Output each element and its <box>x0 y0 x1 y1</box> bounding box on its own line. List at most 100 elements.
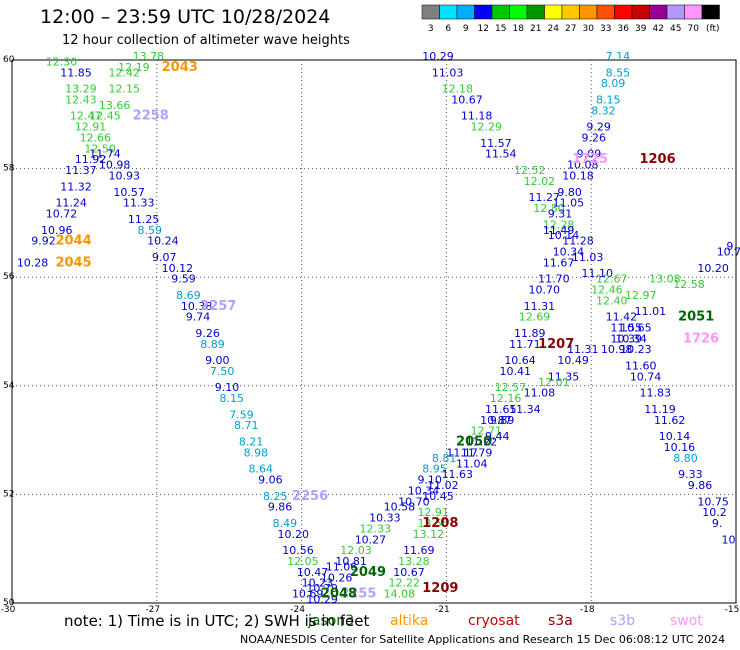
wave-height-value: 7.14 <box>606 50 631 63</box>
lat-lon-grid: -30 -27 -24 -21 -18 -15 60 58 56 54 52 50 <box>1 55 740 615</box>
wave-height-value: 10.98 <box>601 343 633 356</box>
wave-height-value: 10.14 <box>548 229 580 242</box>
wave-height-value: 8.81 <box>432 452 457 465</box>
wave-height-value: 12.15 <box>109 83 140 96</box>
wave-height-value: 11.05 <box>553 197 585 210</box>
wave-height-value: 10.33 <box>369 512 401 525</box>
wave-height-value: 12.57 <box>495 381 526 394</box>
colorbar-label: 15 <box>495 24 506 34</box>
wave-height-value: 10.72 <box>46 207 78 220</box>
colorbar-swatch <box>614 4 633 20</box>
wave-height-value: 12.91 <box>417 506 449 519</box>
wave-height-value: 12.28 <box>543 218 575 231</box>
wave-height-value: 11.60 <box>625 360 657 373</box>
wave-height-value: 8.80 <box>673 452 698 465</box>
colorbar-swatch <box>526 4 545 20</box>
wave-height-value: 9.09 <box>577 148 602 161</box>
wave-height-value: 10.45 <box>422 490 454 503</box>
wave-height-value: 12.80 <box>533 202 565 215</box>
colorbar-swatch <box>684 4 703 20</box>
pass-time-tag: 2049 <box>350 565 386 580</box>
pass-time-tag: 2255 <box>340 587 376 602</box>
wave-height-value: 7.59 <box>229 408 254 421</box>
wave-height-value: 8.69 <box>176 289 201 302</box>
wave-height-value: 9.86 <box>688 479 713 492</box>
wave-height-value: 10.47 <box>297 566 329 579</box>
wave-height-value: 8.15 <box>596 93 621 106</box>
credit-line: NOAA/NESDIS Center for Satellite Applica… <box>240 633 726 646</box>
wave-height-value: 10.93 <box>109 169 140 182</box>
wave-height-value: 10.16 <box>664 441 696 454</box>
wave-height-value: 11.85 <box>60 66 91 79</box>
x-tick-label: -30 <box>1 605 16 615</box>
pass-time-tag: 1208 <box>422 516 458 531</box>
wave-height-value: 8.59 <box>137 224 162 237</box>
wave-height-value: 11.49 <box>543 224 575 237</box>
pass-time-tag: 2258 <box>133 109 169 124</box>
wave-height-value: 8.09 <box>601 77 626 90</box>
wave-height-value: 12.22 <box>388 577 420 590</box>
page-title: 12:00 – 23:59 UTC 10/28/2024 <box>40 6 331 28</box>
colorbar-label: 18 <box>513 24 525 34</box>
colorbar-label: 6 <box>445 24 451 34</box>
wave-height-value: 8.89 <box>200 338 225 351</box>
wave-height-value: 10.34 <box>553 245 585 258</box>
wave-height-value: 11.42 <box>606 311 638 324</box>
wave-height-value: 12.40 <box>596 294 628 307</box>
wave-height-value: 10.24 <box>147 235 179 248</box>
wave-height-value: 10.57 <box>113 186 145 199</box>
wave-height-value: 13.55 <box>417 517 449 530</box>
wave-height-value: 9.00 <box>205 354 230 367</box>
wave-height-value: 11.35 <box>548 370 580 383</box>
wave-height-value: 10.87 <box>480 414 512 427</box>
wave-height-value: 11.19 <box>644 403 676 416</box>
legend-s3b: s3b <box>610 613 635 629</box>
colorbar-swatch <box>456 4 475 20</box>
colorbar-swatch <box>579 4 598 20</box>
wave-height-value: 10.34 <box>408 484 440 497</box>
colorbar-swatch <box>666 4 685 20</box>
wave-height-value: 13.29 <box>65 83 97 96</box>
wave-height-value: 9.10 <box>215 381 240 394</box>
y-tick-label: 52 <box>3 489 14 499</box>
wave-height-value: 13.78 <box>133 50 165 63</box>
wave-height-value: 11.67 <box>543 256 575 269</box>
wave-height-value: 10.20 <box>697 262 729 275</box>
wave-height-value: 12.52 <box>514 164 546 177</box>
wave-height-value: 11.79 <box>461 446 493 459</box>
wave-height-value: 12.43 <box>65 93 97 106</box>
colorbar-label: 33 <box>600 24 611 34</box>
wave-height-value: 11.89 <box>514 327 546 340</box>
wave-height-value: 8.95 <box>422 463 447 476</box>
wave-height-value: 13.12 <box>413 528 445 541</box>
wave-height-value: 9. <box>726 240 737 253</box>
wave-height-value: 10.74 <box>630 370 662 383</box>
wave-height-value: 9.44 <box>485 430 510 443</box>
wave-height-value: 10.56 <box>282 544 314 557</box>
colorbar-swatch <box>596 4 615 20</box>
colorbar-swatch <box>439 4 458 20</box>
pass-time-tag: 2048 <box>321 587 357 602</box>
wave-height-value: 9.31 <box>548 207 573 220</box>
colorbar-label: 21 <box>530 24 541 34</box>
wave-height-value: 11.62 <box>654 414 686 427</box>
wave-height-value: 9. <box>712 517 723 530</box>
wave-height-value: 7.50 <box>210 365 235 378</box>
wave-height-value: 8.64 <box>249 463 273 476</box>
colorbar-swatch <box>701 4 720 20</box>
wave-height-value: 11.63 <box>442 468 474 481</box>
wave-height-value: 10.96 <box>41 224 73 237</box>
wave-height-value: 12.58 <box>673 278 705 291</box>
wave-height-value: 12.67 <box>596 273 628 286</box>
wave-height-value: 9.07 <box>152 251 177 264</box>
x-tick-label: -18 <box>580 605 595 615</box>
wave-height-value: 12.50 <box>84 142 116 155</box>
wave-height-value: 10.26 <box>321 571 353 584</box>
wave-height-value: 12.19 <box>118 61 150 74</box>
wave-height-value: 12.02 <box>524 175 556 188</box>
wave-height-value: 10.20 <box>277 528 309 541</box>
x-tick-label: -15 <box>725 605 740 615</box>
color-scale: 3 6 9 12 15 18 21 24 27 30 33 36 39 42 45 70 (ft) <box>421 4 720 34</box>
pass-time-tag: 1209 <box>422 581 458 596</box>
